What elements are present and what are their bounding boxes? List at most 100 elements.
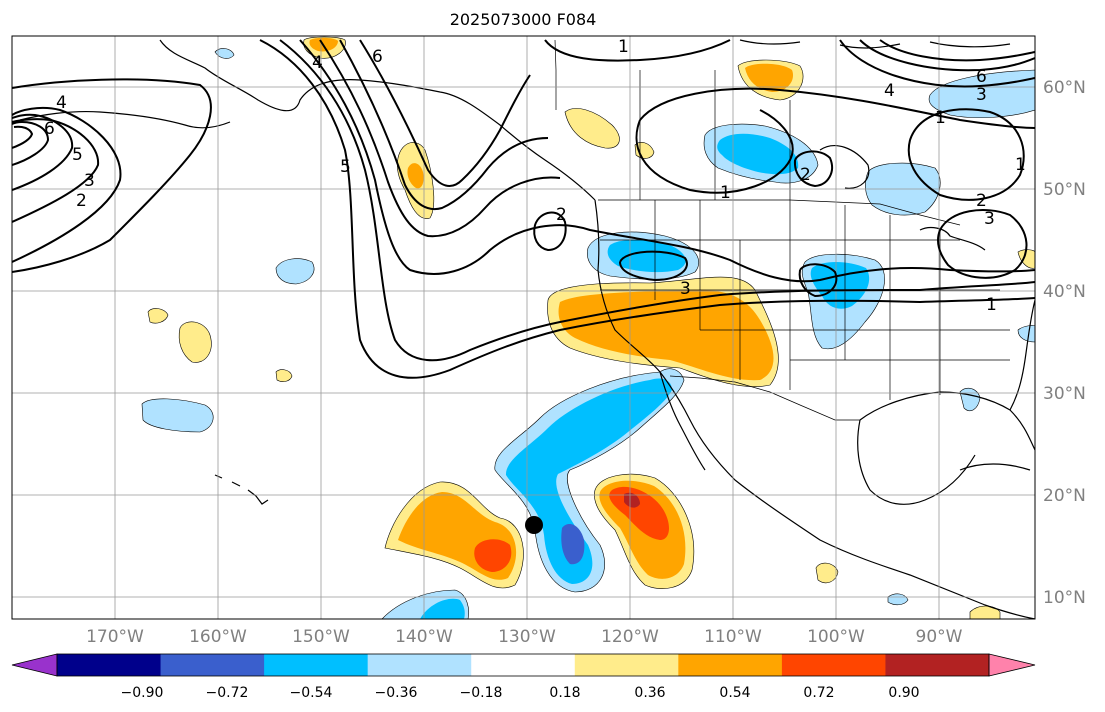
contour-trough-6 [359,39,531,187]
contour-label: 6 [44,119,55,139]
colorbar-segment [678,654,783,676]
contour-label: 2 [556,205,567,225]
colorbar-segment [574,654,679,676]
contour-label: 4 [312,53,323,73]
negative-anomaly-bering-small [214,48,235,59]
lat-label: 50°N [1043,180,1086,200]
contour-top-1 [544,39,731,62]
colorbar-label: −0.54 [290,685,333,701]
map-frame [11,35,1036,620]
contour-label: 3 [976,85,987,105]
contour-label: 6 [372,47,383,67]
negative-anomaly-central-pacific-a [141,398,214,433]
negative-anomaly-atlantic-right [1017,325,1035,343]
positive-anomaly-east-pacific-right-max [624,492,640,508]
contour-label: 1 [935,108,946,128]
positive-anomaly-bc [564,108,620,149]
coast-hudson [819,145,870,189]
lon-label: 160°W [189,627,247,647]
lon-label: 120°W [601,627,659,647]
coast-west-na [594,199,1035,619]
coast-aleutians [19,110,231,129]
lon-label: 140°W [395,627,453,647]
contour-label: 1 [618,37,629,57]
contour-east-low [937,209,1028,279]
contour-label: 3 [84,171,95,191]
contour-trough-2 [279,39,1035,362]
colorbar-label: 0.36 [634,685,665,701]
contour-small-pacific [533,211,567,252]
contour-ne-1 [639,87,1035,129]
contour-label: 3 [680,279,691,299]
contour-ne-3 [839,39,1035,88]
colorbar-segment [781,654,886,676]
map-panel: 1 1 1 1 1 2 2 2 2 3 3 3 3 4 4 4 5 5 6 6 [11,35,1036,620]
colorbar-label: −0.18 [460,685,503,701]
lat-label: 10°N [1043,588,1086,608]
contour-label: 1 [1015,155,1026,175]
negative-anomaly-pacific-south-core [420,598,465,619]
lon-label: 90°W [916,627,963,647]
positive-anomaly-east-pacific-left-strong [474,539,512,572]
coast-hawaii [214,474,269,505]
contour-label: 1 [986,295,997,315]
lat-label: 60°N [1043,78,1086,98]
contour-label: 4 [884,81,895,101]
contour-label: 2 [800,165,811,185]
contour-trough-4 [319,39,561,238]
contour-west-2 [12,106,122,263]
contour-label: 5 [340,157,351,177]
positive-anomaly-east-us [1017,249,1035,269]
negative-anomaly-baja-band-core [505,378,672,584]
coast-alaska [159,39,596,201]
contour-label: 6 [976,67,987,87]
contour-ne-2 [859,39,1035,72]
negative-anomaly-labrador [928,69,1035,119]
contour-west-3 [12,118,100,223]
negative-anomaly-prairies-core [717,133,799,175]
contour-prairie-loop [793,150,834,188]
negative-anomaly-baja-band-strong [561,524,585,565]
lon-label: 170°W [86,627,144,647]
contour-label: 5 [72,145,83,165]
lon-label: 100°W [807,627,865,647]
map-background [12,36,1035,619]
border-us-canada [598,199,961,226]
lat-label: 20°N [1043,486,1086,506]
contour-label: 2 [76,191,87,211]
contour-west-outer [12,78,212,273]
colorbar-label: 0.18 [549,685,580,701]
contour-lines [12,39,1035,379]
colorbar-label: 0.54 [719,685,750,701]
lon-label: 130°W [498,627,556,647]
positive-anomaly-central-pacific-2 [147,308,169,324]
contour-trough-1 [259,39,1035,379]
positive-anomaly-central-pacific-3 [275,369,293,382]
contour-label: 4 [56,93,67,113]
negative-anomaly-oregon-core [607,239,686,273]
contour-west-4 [12,113,74,191]
contour-label: 3 [984,209,995,229]
contour-label: 2 [976,191,987,211]
colorbar-labels: −0.90 −0.72 −0.54 −0.36 −0.18 0.18 0.36 … [121,685,920,701]
coast-great-lakes [919,226,986,251]
lat-label: 40°N [1043,282,1086,302]
contour-west-5 [12,120,50,166]
longitude-labels: 170°W 160°W 150°W 140°W 130°W 120°W 110°… [86,627,963,647]
positive-anomaly-central-pacific-1 [178,321,212,363]
colorbar-label: 0.90 [888,685,919,701]
colorbar-segment [57,654,162,676]
positive-anomaly-central-america [815,562,839,584]
positive-anomaly-gulf-alaska-core [407,163,424,189]
coast-cuba [959,463,1031,471]
coast-baja [659,371,706,471]
colorbar-segment [471,654,576,676]
lon-label: 150°W [292,627,350,647]
colorbar-segment [264,654,369,676]
contour-ne-loop [907,108,1025,201]
lat-label: 30°N [1043,384,1086,404]
contour-label: 1 [720,183,731,203]
colorbar-label: −0.36 [375,685,418,701]
colorbar-frame [56,653,990,677]
colorbar-segment [367,654,472,676]
